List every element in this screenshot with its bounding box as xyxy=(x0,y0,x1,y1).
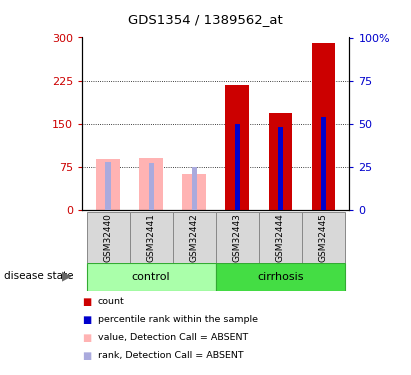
Bar xyxy=(302,212,345,262)
Text: count: count xyxy=(98,297,125,306)
Bar xyxy=(106,162,111,210)
Text: GSM32442: GSM32442 xyxy=(190,213,199,262)
Text: GSM32440: GSM32440 xyxy=(104,213,113,262)
Text: percentile rank within the sample: percentile rank within the sample xyxy=(98,315,258,324)
Bar xyxy=(226,85,249,210)
Text: GDS1354 / 1389562_at: GDS1354 / 1389562_at xyxy=(128,13,283,26)
Text: disease state: disease state xyxy=(4,272,74,281)
Bar xyxy=(86,212,129,262)
Bar xyxy=(139,158,163,210)
Bar xyxy=(268,113,292,210)
Text: value, Detection Call = ABSENT: value, Detection Call = ABSENT xyxy=(98,333,248,342)
Bar xyxy=(278,127,283,210)
Text: GSM32441: GSM32441 xyxy=(147,213,156,262)
Bar xyxy=(216,262,345,291)
Text: GSM32445: GSM32445 xyxy=(319,213,328,262)
Bar xyxy=(321,117,326,210)
Text: GSM32444: GSM32444 xyxy=(276,213,285,262)
Bar xyxy=(235,124,240,210)
Bar xyxy=(192,167,197,210)
Bar xyxy=(129,212,173,262)
Text: ■: ■ xyxy=(82,351,92,361)
Bar xyxy=(259,212,302,262)
Text: rank, Detection Call = ABSENT: rank, Detection Call = ABSENT xyxy=(98,351,243,360)
Text: GSM32443: GSM32443 xyxy=(233,213,242,262)
Text: ▶: ▶ xyxy=(62,270,72,283)
Bar xyxy=(96,159,120,210)
Bar xyxy=(86,262,216,291)
Text: ■: ■ xyxy=(82,315,92,325)
Text: ■: ■ xyxy=(82,333,92,343)
Text: ■: ■ xyxy=(82,297,92,307)
Bar xyxy=(182,174,206,210)
Bar xyxy=(216,212,259,262)
Text: cirrhosis: cirrhosis xyxy=(257,272,304,282)
Text: control: control xyxy=(132,272,171,282)
Bar xyxy=(173,212,216,262)
Bar xyxy=(312,43,335,210)
Bar xyxy=(148,164,154,210)
